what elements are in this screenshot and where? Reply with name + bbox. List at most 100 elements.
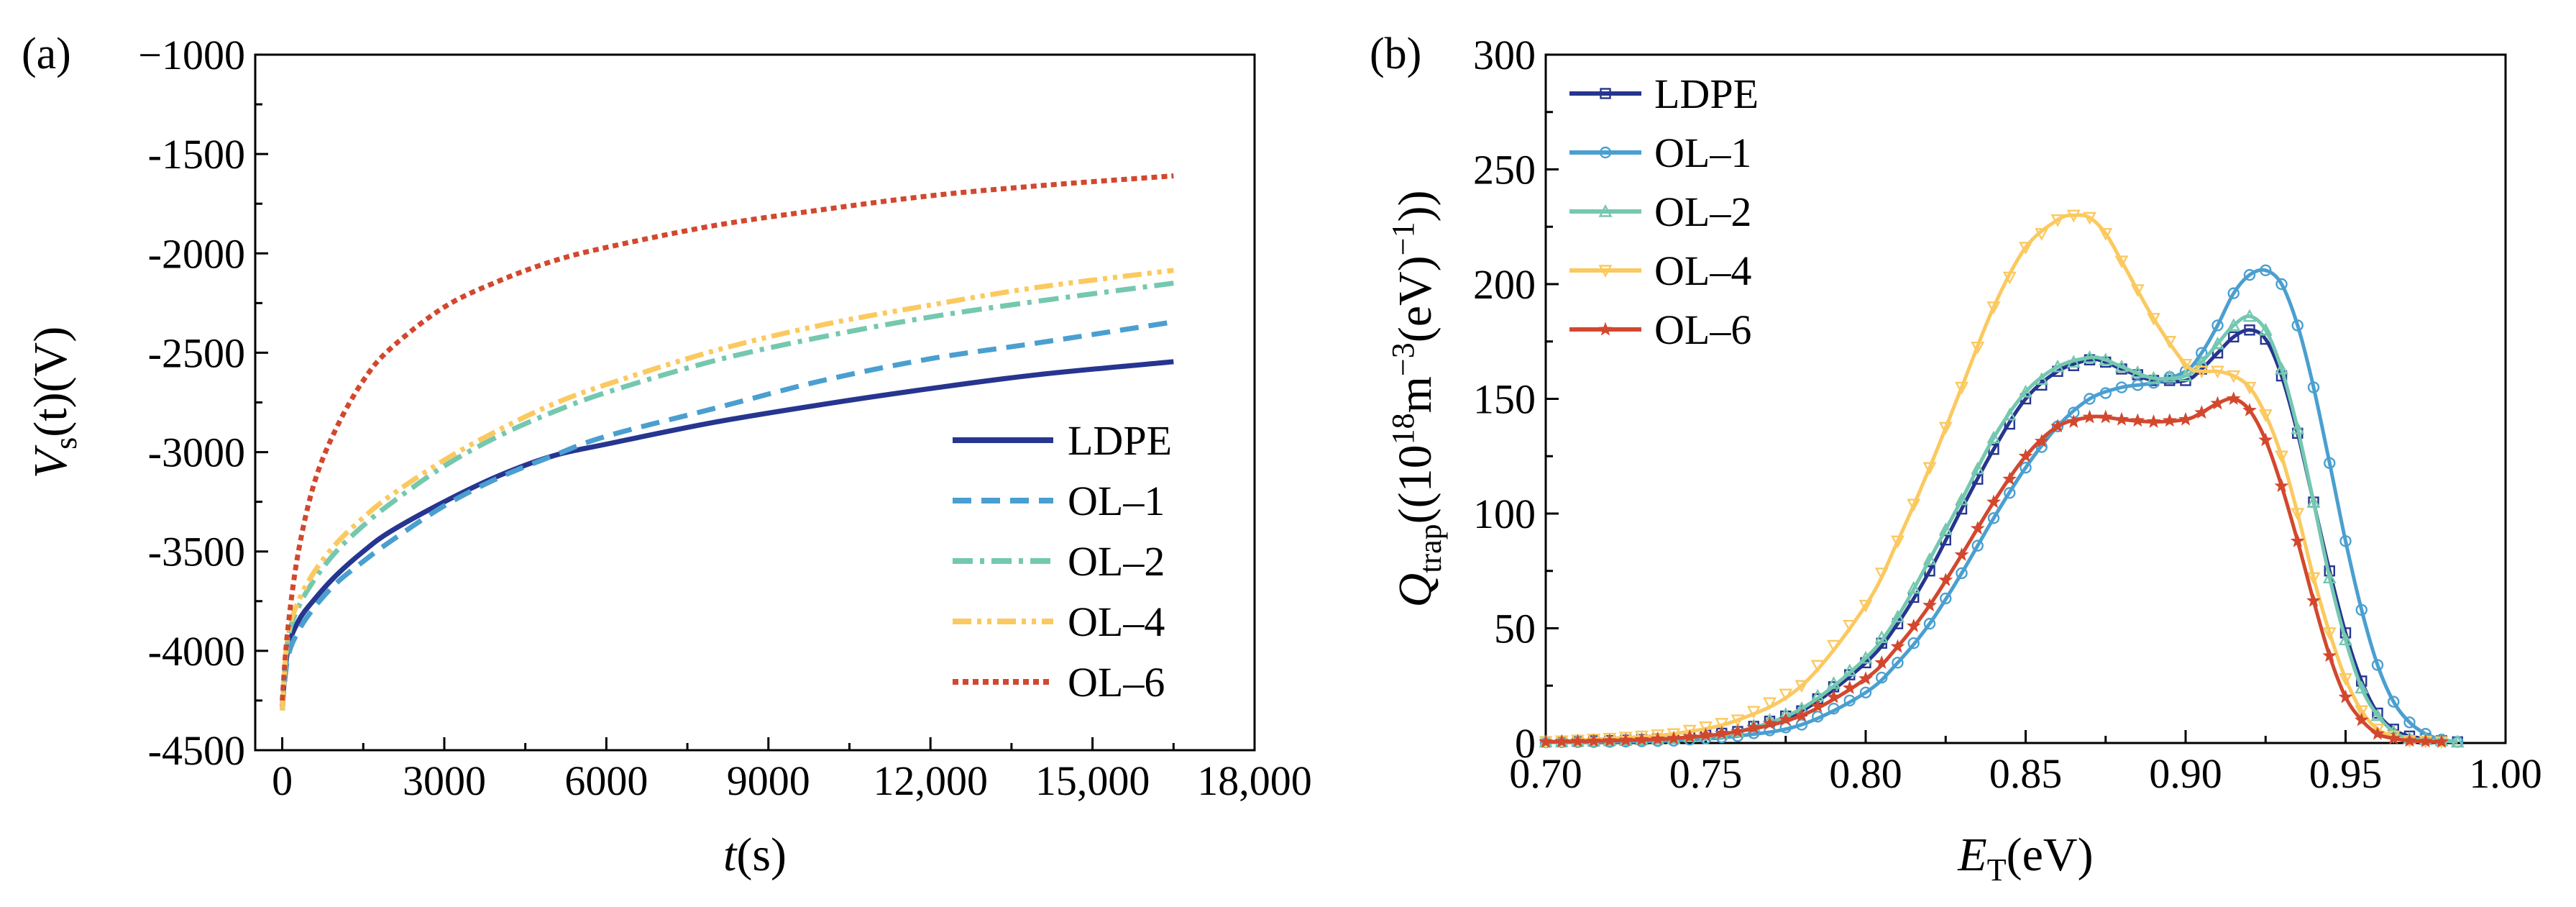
data-point-marker xyxy=(1634,730,1649,744)
data-point-marker xyxy=(2291,508,2305,521)
data-point-marker xyxy=(1843,663,1857,677)
data-point-marker xyxy=(1986,494,2001,509)
data-point-marker xyxy=(2050,214,2065,227)
data-point-marker xyxy=(2402,733,2417,747)
data-point-marker xyxy=(2370,724,2385,737)
data-point-marker xyxy=(2018,448,2033,462)
data-point-marker xyxy=(1570,734,1585,748)
data-point-marker xyxy=(2291,421,2305,434)
x-tick-label: 0.95 xyxy=(2309,750,2383,797)
data-point-marker xyxy=(1826,689,1841,703)
y-axis-label: Vs(t)(V) xyxy=(24,327,83,478)
y-tick-label: -2500 xyxy=(148,329,245,376)
series-line xyxy=(1545,314,2458,744)
data-point-marker xyxy=(2274,361,2289,375)
data-point-marker xyxy=(2034,434,2049,447)
data-point-marker xyxy=(2035,372,2049,386)
data-point-marker xyxy=(2228,331,2240,343)
data-point-marker xyxy=(1843,619,1857,633)
x-tick-label: 12,000 xyxy=(873,757,988,804)
x-tick-label: 0.75 xyxy=(1669,750,1743,797)
data-point-marker xyxy=(2274,478,2289,493)
data-point-marker xyxy=(2386,731,2401,745)
data-point-marker xyxy=(1938,522,1953,536)
data-point-marker xyxy=(2290,533,2305,547)
data-point-marker xyxy=(2306,593,2321,607)
data-point-marker xyxy=(2130,365,2145,378)
data-point-marker xyxy=(1828,702,1840,715)
y-tick-label: 200 xyxy=(1473,261,1536,308)
data-point-marker xyxy=(1938,573,1953,586)
data-point-marker xyxy=(2242,381,2257,395)
data-point-marker xyxy=(1795,719,1808,731)
y-tick-label: 150 xyxy=(1473,376,1536,423)
data-point-marker xyxy=(1876,671,1888,684)
data-point-marker xyxy=(2260,264,2272,277)
data-point-marker xyxy=(1890,535,1905,549)
data-point-marker xyxy=(2002,407,2017,421)
legend-label: OL–2 xyxy=(1654,188,1751,235)
data-point-marker xyxy=(2370,708,2385,721)
data-point-marker xyxy=(1715,718,1729,731)
data-point-marker xyxy=(2082,409,2097,424)
data-point-marker xyxy=(1938,421,1953,435)
legend-label: OL–6 xyxy=(1654,306,1751,353)
data-point-marker xyxy=(2020,462,2032,474)
series-line xyxy=(280,268,1174,711)
data-point-marker xyxy=(1858,599,1873,613)
series-ol-1 xyxy=(280,319,1174,711)
data-point-marker xyxy=(1698,727,1713,742)
data-point-marker xyxy=(1906,618,1921,632)
x-tick-label: 9000 xyxy=(727,757,810,804)
panel-label: (a) xyxy=(22,29,71,78)
data-point-marker xyxy=(2306,495,2321,508)
data-point-marker xyxy=(1539,734,1553,748)
data-point-marker xyxy=(2371,659,2384,671)
data-point-marker xyxy=(2066,355,2081,368)
data-point-marker xyxy=(1554,734,1569,748)
data-point-marker xyxy=(1586,733,1601,747)
data-point-marker xyxy=(1667,728,1681,742)
data-point-marker xyxy=(2132,379,2144,391)
data-point-marker xyxy=(2355,603,2368,616)
x-tick-label: 15,000 xyxy=(1035,757,1150,804)
data-point-marker xyxy=(1779,688,1793,702)
legend-label: OL–6 xyxy=(1068,659,1165,706)
data-point-marker xyxy=(2322,648,2337,662)
data-point-marker xyxy=(1843,694,1856,707)
panel-a-chart: 0 3000 6000 9000 12,000 15,000 18,000 −1000 -150… xyxy=(22,29,1312,881)
data-point-marker xyxy=(1923,617,1936,630)
data-point-marker xyxy=(1778,711,1793,726)
data-point-marker xyxy=(1731,714,1745,728)
data-point-marker xyxy=(1826,676,1841,689)
legend-label: OL–4 xyxy=(1654,247,1751,294)
data-point-marker xyxy=(1714,725,1729,739)
data-point-marker xyxy=(2146,414,2161,428)
legend-marker xyxy=(1598,204,1613,217)
data-point-marker xyxy=(2194,365,2209,379)
data-point-marker xyxy=(2066,209,2081,223)
data-point-marker xyxy=(2082,211,2097,225)
data-point-marker xyxy=(2018,242,2033,255)
data-point-marker xyxy=(2291,319,2304,332)
y-axis-label: Qtrap((1018m−3(eV)−1)) xyxy=(1385,191,1448,608)
data-point-marker xyxy=(2227,318,2241,332)
data-point-marker xyxy=(1810,698,1825,713)
legend: LDPE OL–1 OL–2 OL–4 OL–6 xyxy=(953,417,1172,706)
data-point-marker xyxy=(2227,287,2240,299)
data-point-marker xyxy=(1698,721,1713,734)
y-tick-label: 0 xyxy=(1515,720,1536,767)
legend-marker xyxy=(1598,322,1613,336)
data-point-marker xyxy=(2354,712,2369,726)
y-tick-label: 250 xyxy=(1473,147,1536,193)
data-point-marker xyxy=(2114,359,2129,373)
series-line xyxy=(280,319,1174,711)
series-ol-4 xyxy=(280,268,1174,711)
data-point-marker xyxy=(1651,729,1665,742)
data-point-marker xyxy=(2018,384,2033,398)
data-point-marker xyxy=(1618,731,1633,745)
data-point-marker xyxy=(1970,521,1985,535)
panel-b-chart: 0.70 0.75 0.80 0.85 0.90 0.95 1.00 0 50 100 150 200… xyxy=(1370,29,2542,888)
data-point-marker xyxy=(2324,457,2336,470)
